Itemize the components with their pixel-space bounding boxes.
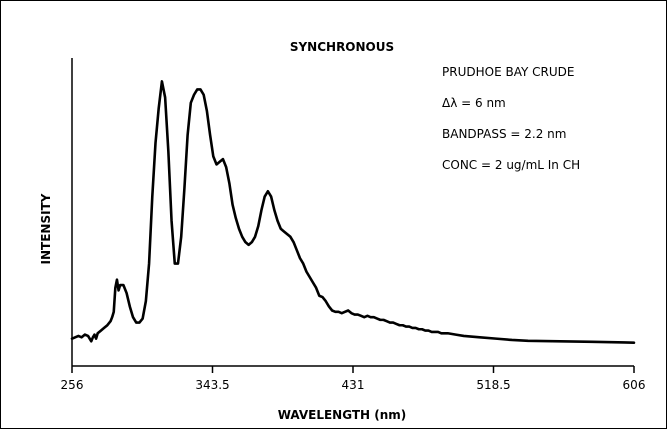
x-tick-label: 343.5 [195, 378, 229, 392]
annotation-delta-lambda: Δλ = 6 nm [442, 96, 506, 110]
annotation-concentration: CONC = 2 ug/mL In CH [442, 158, 580, 172]
x-tick-label: 431 [342, 378, 365, 392]
y-axis-title: INTENSITY [39, 193, 53, 264]
x-tick-label: 518.5 [476, 378, 510, 392]
x-axis-title: WAVELENGTH (nm) [278, 408, 407, 422]
x-tick-label: 256 [61, 378, 84, 392]
annotation-sample: PRUDHOE BAY CRUDE [442, 65, 574, 79]
chart-title: SYNCHRONOUS [290, 40, 394, 54]
annotation-bandpass: BANDPASS = 2.2 nm [442, 127, 566, 141]
x-tick-label: 606 [623, 378, 646, 392]
x-axis-ticks [71, 366, 635, 373]
x-axis-tick-labels: 256 343.5 431 518.5 606 [61, 378, 646, 392]
series-line-spectrum [70, 80, 636, 344]
